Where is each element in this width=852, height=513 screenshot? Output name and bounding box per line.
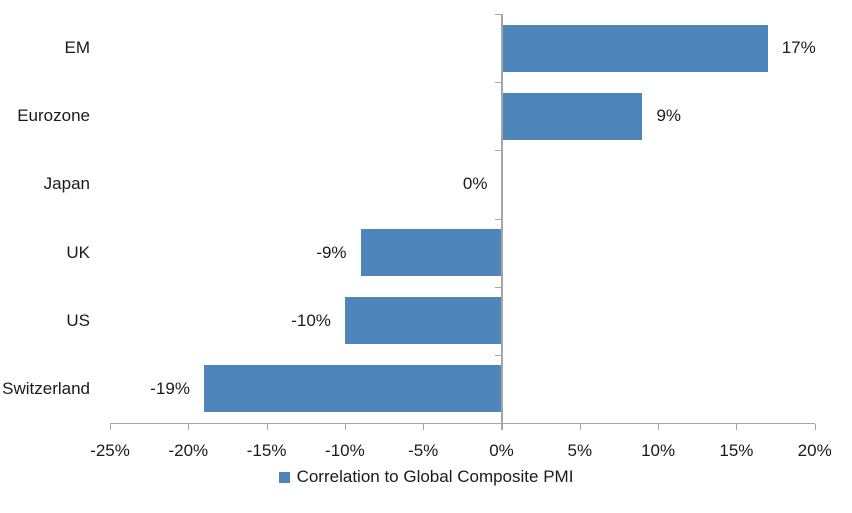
x-tick (188, 424, 190, 430)
category-label: EM (64, 38, 91, 58)
x-tick (266, 424, 268, 430)
x-tick (814, 424, 816, 430)
x-tick-label: 0% (489, 441, 514, 460)
legend-swatch-icon (278, 471, 290, 483)
value-label: -10% (291, 310, 331, 330)
x-tick-label: -10% (325, 441, 365, 460)
x-tick-label: 15% (719, 441, 754, 460)
value-label: -19% (150, 378, 190, 398)
value-label: -9% (316, 242, 347, 262)
value-label: 17% (781, 38, 816, 58)
x-tick-label: 20% (797, 441, 832, 460)
x-tick-label: -20% (168, 441, 209, 460)
category-label: Japan (43, 174, 90, 194)
category-tick (494, 150, 501, 152)
x-tick (344, 424, 346, 430)
category-tick (494, 218, 501, 220)
category-tick (494, 14, 501, 15)
value-label: 9% (656, 106, 682, 126)
bar (501, 92, 643, 140)
x-tick-label: -15% (246, 441, 287, 460)
category-tick (494, 354, 501, 356)
x-tick (736, 424, 738, 430)
category-tick (494, 286, 501, 288)
bar (203, 365, 502, 413)
category-label: UK (66, 242, 90, 262)
x-tick-label: 10% (641, 441, 676, 460)
bar (344, 297, 502, 345)
category-tick (494, 82, 501, 84)
x-tick (579, 424, 581, 430)
x-tick-label: -5% (408, 441, 439, 460)
category-tick (494, 423, 501, 424)
bar (501, 24, 768, 72)
legend: Correlation to Global Composite PMI (0, 465, 852, 489)
x-tick (658, 424, 660, 430)
value-label: 0% (462, 174, 488, 194)
x-tick (110, 424, 111, 430)
x-axis-line (110, 423, 815, 424)
bar (360, 229, 502, 277)
category-label: Switzerland (2, 378, 90, 398)
x-tick-label: 5% (567, 441, 593, 460)
x-tick (423, 424, 425, 430)
x-tick (501, 424, 503, 430)
category-label: Eurozone (17, 106, 90, 126)
y-axis-line (500, 14, 503, 430)
category-label: US (66, 310, 90, 330)
legend-label: Correlation to Global Composite PMI (296, 467, 574, 486)
x-tick-label: -25% (90, 441, 130, 460)
